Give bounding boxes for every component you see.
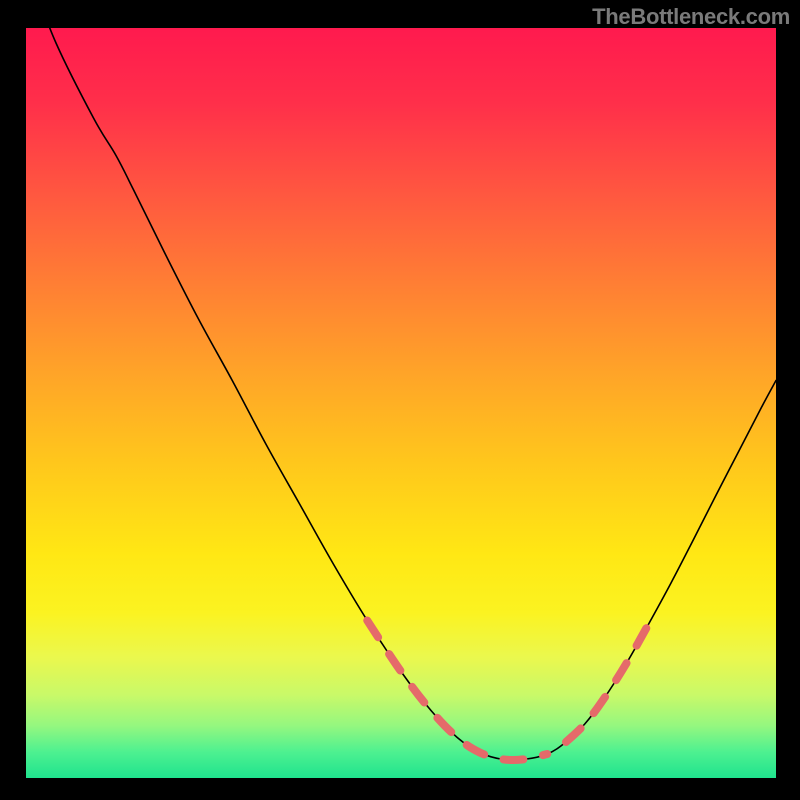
chart-plot-area — [26, 28, 776, 778]
attribution-text: TheBottleneck.com — [592, 4, 790, 30]
chart-svg — [26, 28, 776, 778]
